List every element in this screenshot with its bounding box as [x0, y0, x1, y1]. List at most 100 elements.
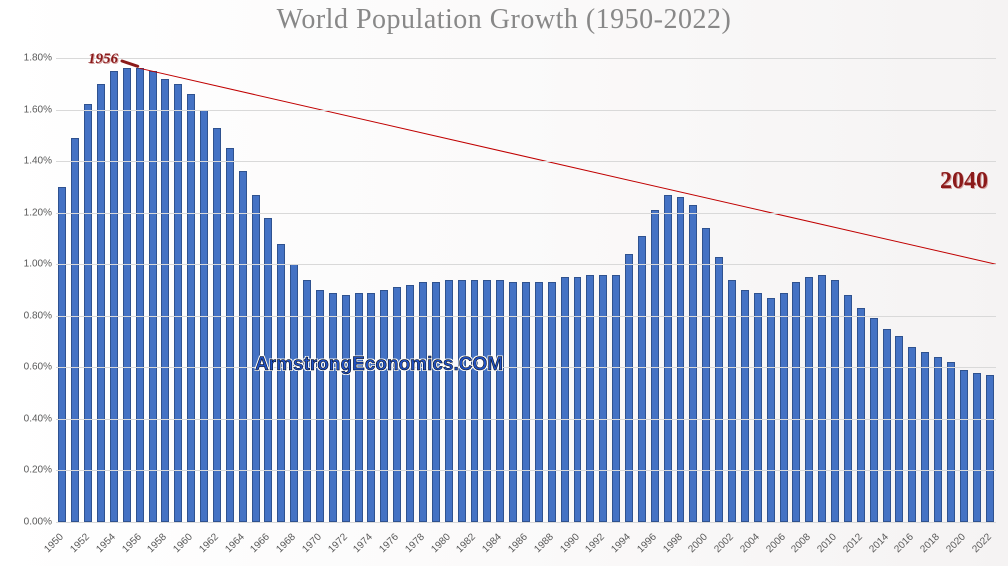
x-tick-label: 2010	[815, 532, 839, 556]
bar	[870, 318, 878, 522]
bar	[71, 138, 79, 522]
x-tick-label: 1970	[300, 532, 324, 556]
x-tick-label: 1990	[558, 532, 582, 556]
bar	[934, 357, 942, 522]
gridline	[56, 470, 996, 471]
bar	[844, 295, 852, 522]
bar	[895, 336, 903, 522]
bar	[960, 370, 968, 522]
bar	[367, 293, 375, 522]
bar	[419, 282, 427, 522]
bar	[226, 148, 234, 522]
gridline	[56, 419, 996, 420]
bar	[406, 285, 414, 522]
bar	[857, 308, 865, 522]
bar	[58, 187, 66, 522]
x-tick-label: 2018	[918, 532, 942, 556]
bar	[689, 205, 697, 522]
bar	[84, 104, 92, 522]
bar	[509, 282, 517, 522]
bar	[741, 290, 749, 522]
bar	[908, 347, 916, 522]
bar	[883, 329, 891, 522]
bar	[586, 275, 594, 522]
x-tick-label: 1954	[94, 532, 118, 556]
x-tick-label: 1994	[609, 532, 633, 556]
bar	[947, 362, 955, 522]
bar	[677, 197, 685, 522]
y-tick-label: 0.60%	[4, 362, 52, 373]
bar	[548, 282, 556, 522]
watermark: ArmstrongEconomics.COM	[255, 354, 503, 376]
bar	[161, 79, 169, 522]
x-tick-label: 1974	[352, 532, 376, 556]
bar	[792, 282, 800, 522]
x-tick-label: 1992	[584, 532, 608, 556]
bar	[123, 68, 131, 522]
y-tick-label: 1.20%	[4, 207, 52, 218]
annotation-1956: 1956	[88, 51, 118, 68]
bar	[561, 277, 569, 522]
x-tick-label: 1980	[429, 532, 453, 556]
x-tick-label: 1972	[326, 532, 350, 556]
bar	[213, 128, 221, 522]
bar	[187, 94, 195, 522]
y-tick-label: 0.00%	[4, 517, 52, 528]
chart-container: World Population Growth (1950-2022) 1950…	[0, 0, 1008, 566]
bar	[651, 210, 659, 522]
x-tick-label: 2006	[764, 532, 788, 556]
bars-group	[56, 58, 996, 522]
x-tick-label: 2002	[712, 532, 736, 556]
bar	[329, 293, 337, 522]
x-tick-label: 1998	[661, 532, 685, 556]
y-tick-label: 1.00%	[4, 259, 52, 270]
bar	[702, 228, 710, 522]
bar	[110, 71, 118, 522]
gridline	[56, 58, 996, 59]
x-tick-label: 1968	[275, 532, 299, 556]
plot-area	[56, 58, 996, 522]
annotation-2040: 2040	[940, 168, 988, 195]
x-tick-label: 2008	[790, 532, 814, 556]
bar	[754, 293, 762, 522]
x-tick-label: 1976	[378, 532, 402, 556]
bar	[239, 171, 247, 522]
bar	[612, 275, 620, 522]
bar	[290, 264, 298, 522]
bar	[574, 277, 582, 522]
bar	[97, 84, 105, 522]
bar	[380, 290, 388, 522]
gridline	[56, 367, 996, 368]
bar	[136, 68, 144, 522]
bar	[149, 71, 157, 522]
y-tick-label: 0.80%	[4, 310, 52, 321]
bar	[973, 373, 981, 523]
bar	[921, 352, 929, 522]
x-tick-label: 2004	[738, 532, 762, 556]
x-axis-labels: 1950195219541956195819601962196419661968…	[56, 524, 996, 564]
bar	[767, 298, 775, 522]
gridline	[56, 161, 996, 162]
gridline	[56, 316, 996, 317]
bar	[625, 254, 633, 522]
x-tick-label: 2000	[687, 532, 711, 556]
bar	[355, 293, 363, 522]
y-tick-label: 1.60%	[4, 104, 52, 115]
x-tick-label: 1986	[506, 532, 530, 556]
x-tick-label: 1960	[172, 532, 196, 556]
bar	[638, 236, 646, 522]
x-tick-label: 1956	[120, 532, 144, 556]
bar	[715, 257, 723, 523]
x-tick-label: 2012	[841, 532, 865, 556]
gridline	[56, 213, 996, 214]
x-tick-label: 2022	[970, 532, 994, 556]
x-tick-label: 1966	[249, 532, 273, 556]
y-tick-label: 0.20%	[4, 465, 52, 476]
x-tick-label: 1978	[403, 532, 427, 556]
bar	[316, 290, 324, 522]
gridline	[56, 110, 996, 111]
bar	[818, 275, 826, 522]
gridline	[56, 264, 996, 265]
bar	[432, 282, 440, 522]
bar	[174, 84, 182, 522]
